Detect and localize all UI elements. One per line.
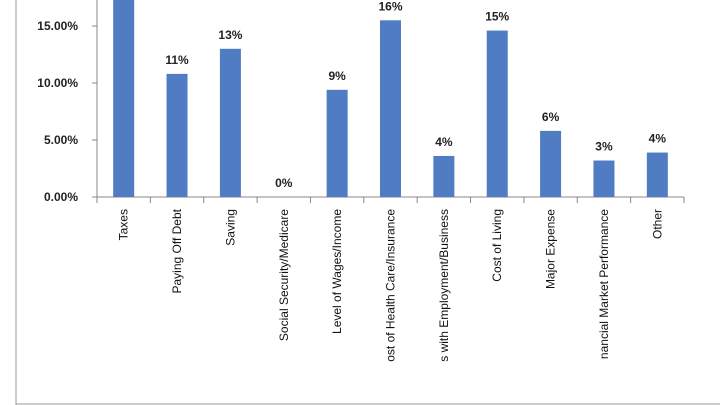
- category-label-3: Saving: [223, 209, 237, 246]
- data-label-5: 9%: [328, 69, 346, 83]
- bar-6: [380, 20, 401, 197]
- data-label-8: 15%: [485, 10, 509, 24]
- bar-10: [593, 160, 615, 197]
- data-label-11: 4%: [649, 132, 667, 146]
- category-label-2: Paying Off Debt: [170, 208, 184, 293]
- bar-11: [646, 152, 668, 197]
- data-label-10: 3%: [595, 140, 613, 154]
- data-label-2: 11%: [165, 53, 189, 67]
- y-tick-label: 5.00%: [44, 133, 78, 147]
- category-label-6: ost of Health Care/Insurance: [384, 209, 398, 362]
- category-label-7: s with Employment/Business: [437, 209, 451, 362]
- bar-7: [433, 155, 455, 197]
- bar-5: [326, 89, 348, 197]
- bar-8: [486, 30, 508, 198]
- category-label-10: nancial Market Performance: [597, 209, 611, 359]
- data-label-4: 0%: [275, 176, 293, 190]
- category-label-4: Social Security/Medicare: [277, 209, 291, 341]
- bar-1: [113, 0, 135, 197]
- bar-2: [166, 73, 188, 197]
- data-label-3: 13%: [218, 28, 242, 42]
- y-tick-label: 0.00%: [44, 190, 78, 204]
- data-label-6: 16%: [378, 0, 402, 13]
- y-tick-label: 15.00%: [37, 19, 78, 33]
- category-label-8: Cost of Living: [490, 209, 504, 282]
- data-label-9: 6%: [542, 110, 560, 124]
- category-label-5: Level of Wages/Income: [330, 209, 344, 334]
- category-label-11: Other: [650, 209, 664, 239]
- category-label-1: Taxes: [117, 209, 131, 240]
- data-label-7: 4%: [435, 135, 453, 149]
- category-label-9: Major Expense: [544, 209, 558, 289]
- bar-3: [219, 48, 241, 197]
- y-tick-label: 10.00%: [37, 76, 78, 90]
- bar-9: [540, 130, 562, 197]
